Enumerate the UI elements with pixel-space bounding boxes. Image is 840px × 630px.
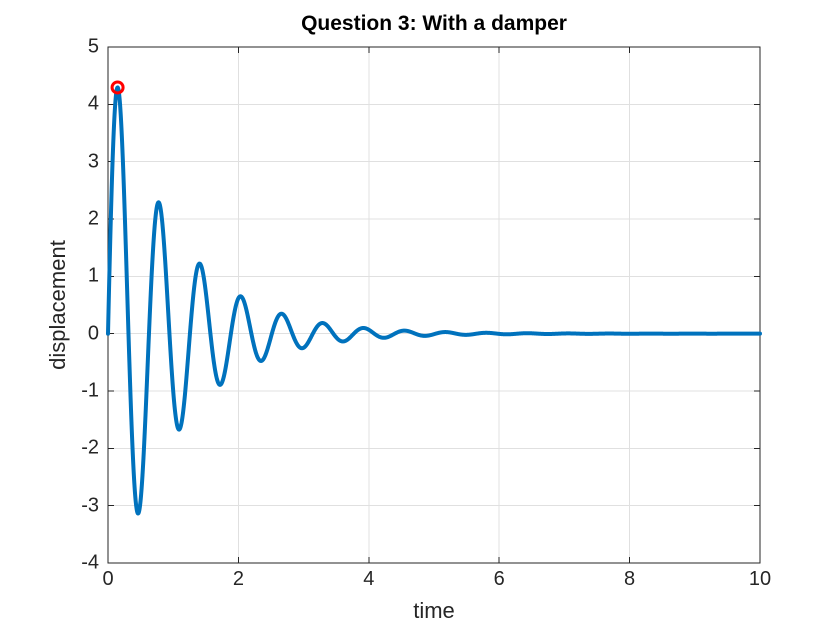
y-tick-label: 3	[87, 150, 99, 173]
x-tick-label: 6	[493, 568, 505, 590]
y-tick-label: 2	[87, 207, 99, 230]
chart-title: Question 3: With a damper	[301, 12, 567, 35]
x-tick-label: 0	[102, 568, 114, 590]
y-tick-label: -4	[81, 551, 99, 574]
x-tick-label: 10	[748, 568, 772, 590]
y-tick-label: 0	[87, 322, 99, 345]
y-tick-label: -2	[81, 436, 99, 459]
y-tick-label: -3	[81, 494, 99, 517]
x-tick-label: 8	[624, 568, 636, 590]
y-tick-label: 1	[87, 264, 99, 287]
y-tick-label: 4	[87, 92, 99, 115]
peak-marker	[110, 80, 125, 95]
y-tick-label: 5	[87, 35, 99, 58]
displacement-curve	[106, 85, 762, 516]
x-axis-label: time	[413, 598, 455, 623]
x-tick-label: 2	[232, 568, 244, 590]
x-tick-label: 4	[363, 568, 375, 590]
y-tick-label: -1	[81, 379, 99, 402]
